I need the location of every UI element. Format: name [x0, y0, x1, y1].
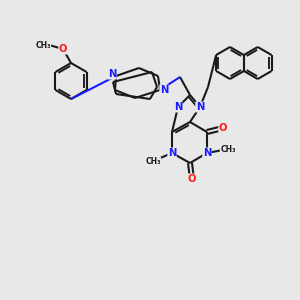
Text: N: N	[203, 148, 211, 158]
Text: N: N	[108, 69, 116, 79]
Text: N: N	[160, 85, 168, 95]
Text: CH₃: CH₃	[145, 158, 161, 166]
Text: O: O	[59, 44, 67, 54]
Text: CH₃: CH₃	[35, 40, 51, 50]
Text: O: O	[188, 174, 196, 184]
Text: O: O	[219, 123, 227, 133]
Text: N: N	[196, 102, 204, 112]
Text: N: N	[174, 102, 182, 112]
Text: N: N	[168, 148, 176, 158]
Text: CH₃: CH₃	[220, 146, 236, 154]
